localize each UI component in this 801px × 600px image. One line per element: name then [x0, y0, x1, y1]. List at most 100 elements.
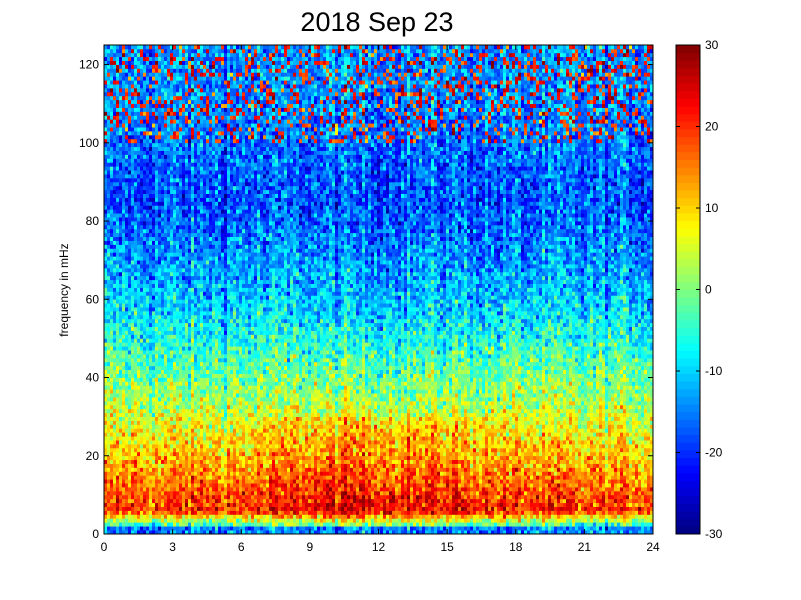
heatmap-cell — [326, 475, 329, 479]
heatmap-cell — [170, 464, 173, 468]
heatmap-cell — [545, 518, 548, 522]
heatmap-cell — [116, 503, 119, 507]
heatmap-cell — [428, 507, 431, 511]
heatmap-cell — [167, 491, 170, 495]
heatmap-cell — [326, 511, 329, 515]
heatmap-cell — [551, 440, 554, 444]
heatmap-cell — [269, 491, 272, 495]
heatmap-cell — [425, 483, 428, 487]
heatmap-cell — [179, 522, 182, 526]
heatmap-cell — [122, 514, 125, 518]
heatmap-cell — [290, 468, 293, 472]
heatmap-cell — [416, 495, 419, 499]
heatmap-cell — [437, 522, 440, 526]
heatmap-cell — [635, 475, 638, 479]
heatmap-cell — [149, 514, 152, 518]
heatmap-cell — [536, 526, 539, 530]
heatmap-cell — [107, 499, 110, 503]
heatmap-cell — [410, 468, 413, 472]
heatmap-cell — [569, 464, 572, 468]
heatmap-cell — [137, 475, 140, 479]
heatmap-cell — [173, 479, 176, 483]
heatmap-cell — [521, 491, 524, 495]
heatmap-cell — [485, 491, 488, 495]
heatmap-cell — [356, 456, 359, 460]
heatmap-cell — [554, 452, 557, 456]
heatmap-cell — [251, 456, 254, 460]
heatmap-cell — [647, 503, 650, 507]
heatmap-cell — [191, 518, 194, 522]
heatmap-cell — [641, 436, 644, 440]
heatmap-cell — [350, 491, 353, 495]
heatmap-cell — [590, 471, 593, 475]
heatmap-cell — [362, 483, 365, 487]
heatmap-cell — [509, 491, 512, 495]
heatmap-cell — [368, 499, 371, 503]
heatmap-cell — [506, 432, 509, 436]
heatmap-cell — [410, 428, 413, 432]
heatmap-cell — [215, 460, 218, 464]
heatmap-cell — [353, 475, 356, 479]
heatmap-cell — [626, 522, 629, 526]
heatmap-cell — [212, 499, 215, 503]
heatmap-cell — [512, 483, 515, 487]
heatmap-cell — [161, 464, 164, 468]
heatmap-cell — [443, 471, 446, 475]
heatmap-cell — [206, 487, 209, 491]
heatmap-cell — [572, 522, 575, 526]
heatmap-cell — [269, 428, 272, 432]
heatmap-cell — [227, 432, 230, 436]
heatmap-cell — [140, 491, 143, 495]
heatmap-cell — [122, 432, 125, 436]
heatmap-cell — [503, 460, 506, 464]
heatmap-cell — [503, 464, 506, 468]
heatmap-cell — [560, 487, 563, 491]
heatmap-cell — [179, 511, 182, 515]
heatmap-cell — [611, 514, 614, 518]
heatmap-cell — [167, 424, 170, 428]
heatmap-cell — [557, 479, 560, 483]
heatmap-cell — [389, 495, 392, 499]
heatmap-cell — [401, 448, 404, 452]
heatmap-cell — [587, 487, 590, 491]
heatmap-cell — [401, 440, 404, 444]
heatmap-cell — [206, 495, 209, 499]
heatmap-cell — [347, 526, 350, 530]
heatmap-cell — [122, 499, 125, 503]
heatmap-cell — [224, 487, 227, 491]
heatmap-cell — [608, 483, 611, 487]
heatmap-cell — [299, 495, 302, 499]
heatmap-cell — [323, 491, 326, 495]
heatmap-cell — [278, 436, 281, 440]
heatmap-cell — [203, 514, 206, 518]
heatmap-cell — [242, 518, 245, 522]
heatmap-cell — [251, 440, 254, 444]
heatmap-cell — [398, 448, 401, 452]
heatmap-cell — [341, 448, 344, 452]
heatmap-cell — [167, 514, 170, 518]
heatmap-cell — [542, 507, 545, 511]
heatmap-cell — [260, 444, 263, 448]
heatmap-cell — [242, 464, 245, 468]
heatmap-cell — [581, 471, 584, 475]
heatmap-cell — [365, 436, 368, 440]
heatmap-cell — [473, 526, 476, 530]
heatmap-cell — [155, 432, 158, 436]
heatmap-cell — [524, 428, 527, 432]
heatmap-cell — [536, 487, 539, 491]
heatmap-cell — [272, 503, 275, 507]
heatmap-cell — [311, 499, 314, 503]
heatmap-cell — [590, 460, 593, 464]
heatmap-cell — [383, 518, 386, 522]
heatmap-cell — [263, 424, 266, 428]
heatmap-cell — [167, 448, 170, 452]
heatmap-cell — [167, 432, 170, 436]
heatmap-cell — [326, 483, 329, 487]
heatmap-cell — [176, 526, 179, 530]
heatmap-cell — [275, 444, 278, 448]
heatmap-cell — [494, 464, 497, 468]
heatmap-cell — [107, 487, 110, 491]
heatmap-cell — [152, 503, 155, 507]
heatmap-cell — [371, 491, 374, 495]
heatmap-cell — [308, 499, 311, 503]
